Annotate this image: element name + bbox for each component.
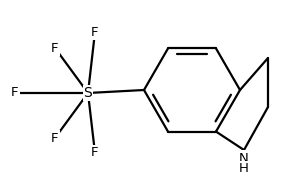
Text: H: H [239, 161, 249, 174]
Text: F: F [11, 86, 19, 100]
Text: F: F [51, 132, 59, 145]
Text: F: F [51, 41, 59, 54]
Text: F: F [91, 25, 99, 39]
Text: F: F [91, 147, 99, 160]
Text: S: S [84, 86, 92, 100]
Text: N: N [239, 152, 249, 164]
